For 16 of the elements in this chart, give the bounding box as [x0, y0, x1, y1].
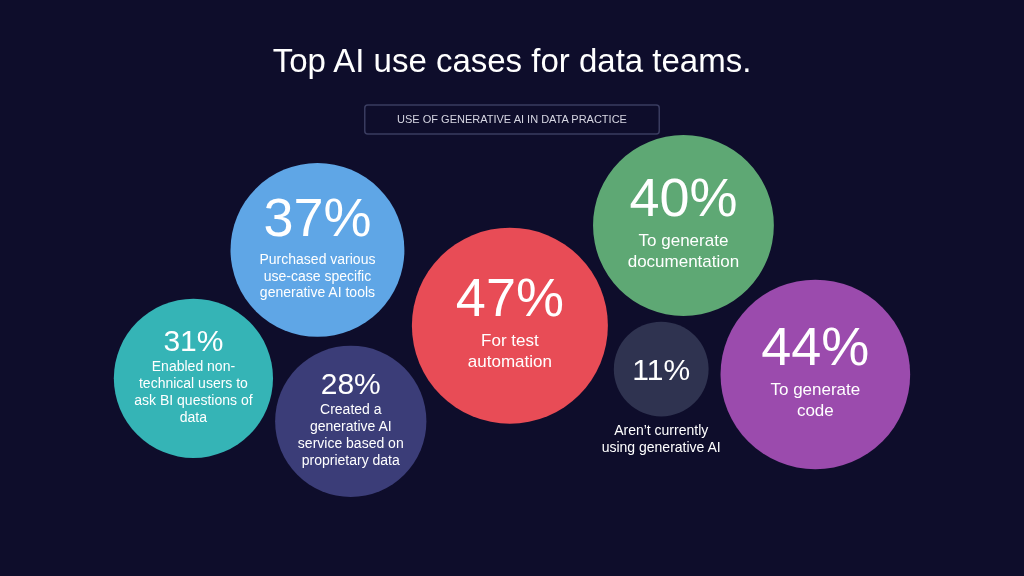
data-label: 28%: [320, 366, 381, 400]
category-label: To generate documentation: [627, 231, 740, 271]
category-label: Enabled non-technical users to ask BI questions of data: [134, 358, 253, 425]
data-label: 37%: [263, 186, 372, 247]
category-label: Purchased various use-case specific generative AI tools: [259, 250, 376, 301]
data-label: 44%: [761, 315, 870, 376]
data-label: 47%: [455, 267, 564, 328]
data-label: 40%: [629, 166, 738, 227]
text: USE OF GENERATIVE AI IN DATA PRACTICE: [397, 113, 627, 125]
category-label: Aren’t currently using generative AI: [601, 422, 721, 456]
data-label: 31%: [163, 323, 224, 357]
category-label: To generate code: [770, 380, 861, 420]
data-label: 11%: [632, 352, 691, 386]
category-label: Created a generative AI service based on proprietary data: [297, 401, 404, 468]
category-label: For test automation: [467, 331, 552, 371]
text: Top AI use cases for data teams.: [272, 42, 752, 79]
